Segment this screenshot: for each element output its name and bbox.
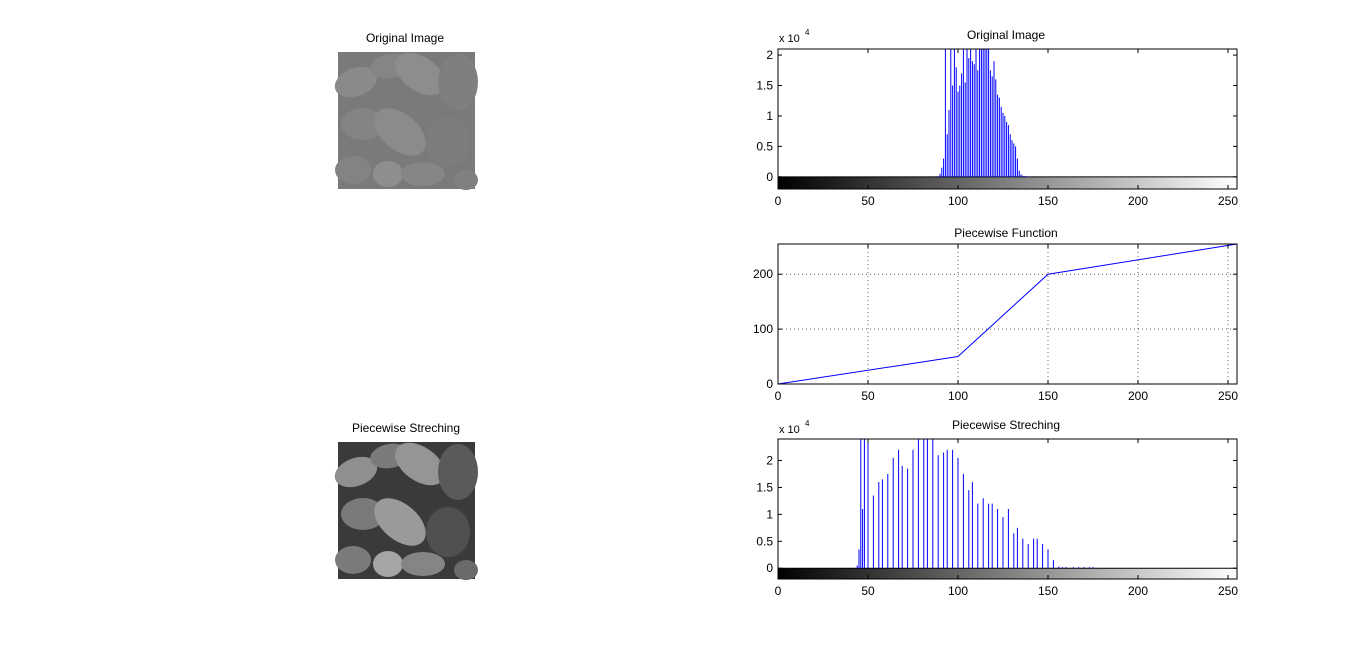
orig-hist-axes: 0 50 100 150 200 250 0 0.5 1 1.5 2 [756,48,1238,208]
orig-hist-multiplier: x 10 4 [779,28,810,45]
x-tick-label: 150 [1038,584,1058,598]
axes-frame [777,438,1238,580]
orig-image [334,52,478,190]
x-tick-label: 100 [948,389,968,403]
plot-area [778,244,1237,384]
svg-text:4: 4 [805,28,810,37]
x-tick-label: 50 [861,194,875,208]
x-tick-label: 150 [1038,194,1058,208]
y-tick-label: 1.5 [756,79,773,93]
orig-hist-title: Original Image [967,28,1045,42]
y-tick-label: 1 [766,507,773,521]
y-tick-label: 0 [766,170,773,184]
y-tick-label: 1 [766,109,773,123]
svg-text:4: 4 [805,419,810,428]
piecewise-line [777,243,1238,385]
x-tick-label: 250 [1218,584,1238,598]
x-tick-label: 100 [948,584,968,598]
x-tick-label: 0 [775,389,782,403]
x-tick-label: 200 [1128,389,1148,403]
plot-area [778,49,1237,189]
svg-text:x 10: x 10 [779,33,800,45]
y-tick-label: 2 [766,48,773,62]
y-tick-label: 0 [766,561,773,575]
gray-colorbar [778,568,1237,579]
stretch-image-title: Piecewise Streching [352,421,460,435]
svg-text:x 10: x 10 [779,424,800,436]
piecewise-axes: 0 50 100 150 200 250 0 100 200 [753,243,1238,403]
y-tick-label: 2 [766,454,773,468]
axes-frame [777,243,1238,385]
y-tick-label: 1.5 [756,480,773,494]
x-tick-label: 0 [775,194,782,208]
stretch-image [334,442,478,580]
y-tick-label: 0.5 [756,534,773,548]
y-tick-label: 200 [753,267,773,281]
x-tick-label: 250 [1218,389,1238,403]
orig-image-title: Original Image [366,31,444,45]
y-tick-label: 100 [753,322,773,336]
x-tick-label: 50 [861,584,875,598]
stretch-hist-title: Piecewise Streching [952,418,1060,432]
y-tick-label: 0.5 [756,139,773,153]
y-tick-label: 0 [766,377,773,391]
x-tick-label: 0 [775,584,782,598]
x-tick-label: 50 [861,389,875,403]
stretch-hist-axes: 0 50 100 150 200 250 0 0.5 1 1.5 2 [756,438,1238,598]
x-tick-label: 250 [1218,194,1238,208]
plot-area [778,439,1237,579]
axes-frame [777,48,1238,190]
x-tick-label: 200 [1128,584,1148,598]
x-tick-label: 150 [1038,389,1058,403]
stretch-hist-multiplier: x 10 4 [779,419,810,436]
x-tick-label: 100 [948,194,968,208]
gray-colorbar [778,176,1237,189]
piecewise-title: Piecewise Function [954,226,1057,240]
x-tick-label: 200 [1128,194,1148,208]
